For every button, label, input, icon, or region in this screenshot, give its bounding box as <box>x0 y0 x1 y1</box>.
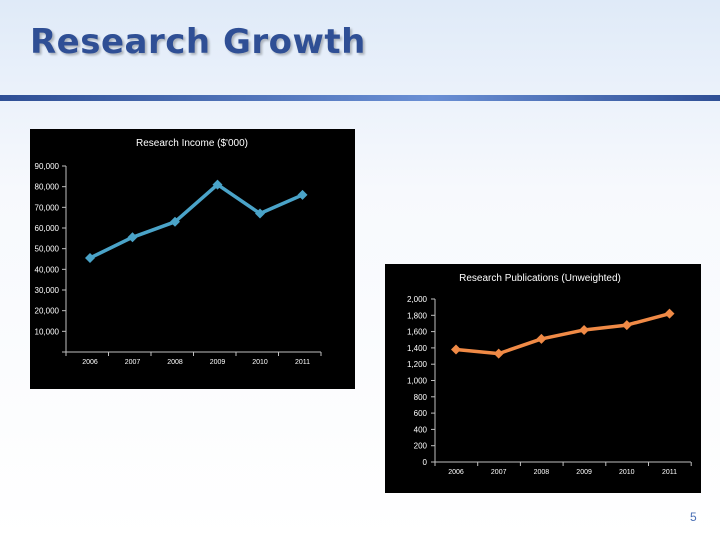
data-point-marker <box>579 324 590 335</box>
y-tick-label: 70,000 <box>35 203 60 212</box>
chart-title: Research Publications (Unweighted) <box>459 273 621 284</box>
data-point-marker <box>255 208 265 219</box>
x-tick-label: 2006 <box>448 469 464 476</box>
y-tick-label: 400 <box>414 425 428 434</box>
y-tick-label: 10,000 <box>35 327 60 336</box>
x-tick-label: 2009 <box>210 359 226 366</box>
y-tick-label: 90,000 <box>35 162 60 171</box>
y-tick-label: 1,000 <box>407 377 428 386</box>
data-point-marker <box>451 344 461 355</box>
research-income-chart: Research Income ($'000) 10,000 20,000 30,00… <box>30 129 355 389</box>
y-tick-label: 20,000 <box>35 307 60 316</box>
y-tick-label: 50,000 <box>35 245 60 254</box>
y-tick-label: 800 <box>414 393 428 402</box>
x-tick-label: 2007 <box>491 469 507 476</box>
data-point-marker <box>170 216 180 227</box>
data-point-marker <box>664 308 675 319</box>
x-tick-label: 2011 <box>295 359 310 366</box>
data-point-marker <box>493 348 504 359</box>
title-divider <box>0 95 720 101</box>
data-point-marker <box>621 320 632 331</box>
y-tick-label: 2,000 <box>407 295 428 304</box>
x-tick-label: 2007 <box>125 359 141 366</box>
x-tick-label: 2011 <box>662 469 677 476</box>
y-tick-label: 1,200 <box>407 360 428 369</box>
x-tick-label: 2010 <box>619 469 635 476</box>
data-point-marker <box>212 179 223 190</box>
data-point-marker <box>536 333 547 344</box>
y-tick-label: 60,000 <box>35 224 60 233</box>
y-tick-label: 600 <box>414 409 428 418</box>
slide-number: 5 <box>690 510 697 524</box>
y-tick-label: 0 <box>423 458 428 467</box>
x-tick-label: 2010 <box>252 359 268 366</box>
data-point-marker <box>297 189 308 200</box>
y-tick-label: 200 <box>414 442 428 451</box>
x-tick-label: 2006 <box>82 359 98 366</box>
y-tick-label: 1,800 <box>407 311 428 320</box>
series-line <box>89 182 304 260</box>
y-tick-label: 1,400 <box>407 344 428 353</box>
series-line <box>455 311 670 356</box>
plot-background <box>30 129 355 389</box>
x-tick-label: 2008 <box>167 359 183 366</box>
y-tick-label: 40,000 <box>35 265 60 274</box>
plot-background <box>385 264 701 493</box>
x-tick-label: 2008 <box>534 469 550 476</box>
y-tick-label: 30,000 <box>35 286 60 295</box>
chart-title: Research Income ($'000) <box>136 138 248 149</box>
y-tick-label: 80,000 <box>35 183 60 192</box>
research-publications-chart: Research Publications (Unweighted) 0 200 40… <box>385 264 701 493</box>
x-tick-label: 2009 <box>576 469 592 476</box>
data-point-marker <box>127 232 138 243</box>
y-tick-label: 1,600 <box>407 328 428 337</box>
slide-title: Research Growth <box>30 22 366 62</box>
data-point-marker <box>85 252 95 263</box>
